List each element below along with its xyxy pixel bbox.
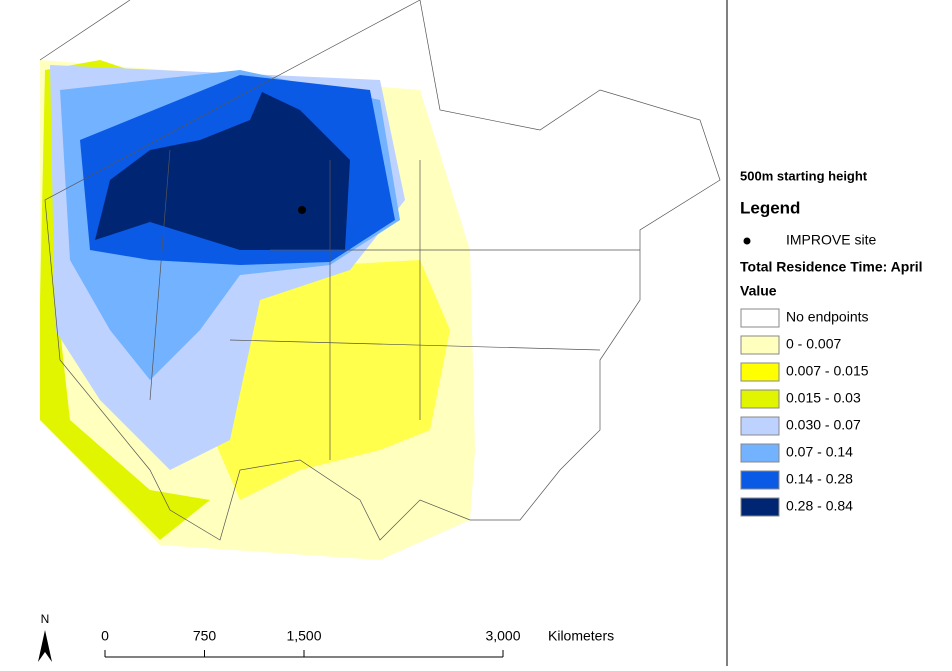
legend-site-symbol [743, 237, 751, 245]
legend-swatch [740, 389, 780, 409]
north-arrow: N [38, 612, 52, 662]
scale-label: 1,500 [286, 628, 321, 644]
north-label: N [41, 612, 50, 626]
legend-title: Legend [740, 198, 800, 217]
scale-label: 0 [101, 628, 109, 644]
legend-label: 0 - 0.007 [786, 336, 841, 352]
legend-swatch [740, 470, 780, 490]
legend-swatch [740, 362, 780, 382]
map [39, 0, 721, 560]
legend-label: 0.030 - 0.07 [786, 417, 861, 433]
scale-label: 750 [193, 628, 217, 644]
legend-swatch [740, 497, 780, 517]
legend-swatch [740, 308, 780, 328]
legend-label: 0.07 - 0.14 [786, 444, 853, 460]
legend-site: IMPROVE site [786, 232, 876, 248]
legend-label: 0.28 - 0.84 [786, 498, 853, 514]
legend-layer: Total Residence Time: April [740, 259, 923, 275]
north-arrow-shape [38, 630, 52, 662]
legend-classes: No endpoints 0 - 0.007 0.007 - 0.015 0.015 … [740, 308, 869, 517]
region-navy [95, 92, 350, 250]
legend-label: 0.14 - 0.28 [786, 471, 853, 487]
scale-unit: Kilometers [548, 628, 614, 644]
scale-bar: 0 750 1,500 3,000 Kilometers [101, 628, 614, 658]
legend-label: 0.007 - 0.015 [786, 363, 869, 379]
scale-label: 3,000 [485, 628, 520, 644]
subtitle: 500m starting height [740, 168, 868, 183]
legend-swatch [740, 416, 780, 436]
legend-swatch [740, 335, 780, 355]
boundaries [39, 0, 721, 541]
site-marker [298, 206, 306, 214]
legend-label: 0.015 - 0.03 [786, 390, 861, 406]
legend-field: Value [740, 283, 777, 299]
legend-label: No endpoints [786, 309, 869, 325]
legend-swatch [740, 443, 780, 463]
